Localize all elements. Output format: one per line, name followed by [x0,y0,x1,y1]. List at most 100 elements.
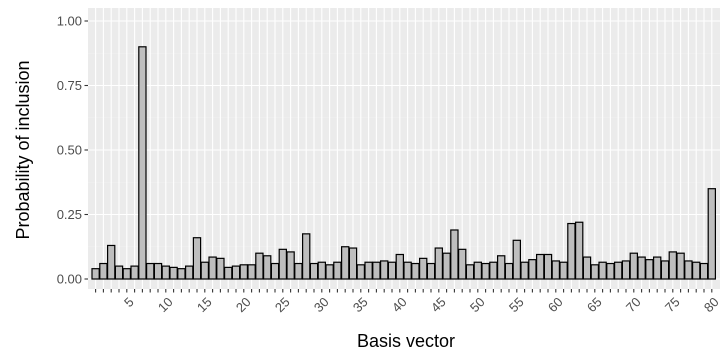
x-tick-label: 60 [545,294,566,315]
bar [239,264,248,280]
x-tick-label: 15 [194,294,215,315]
bar [403,261,412,280]
bar [106,244,116,280]
bar [380,260,389,280]
bar [504,262,514,280]
bar [450,229,459,280]
bar [146,262,155,280]
bar [208,256,217,280]
bar [192,237,202,280]
bar [645,259,654,280]
bar [528,259,537,280]
bar [465,264,475,280]
bar [278,248,288,280]
x-tick-label: 40 [389,294,410,315]
bar [637,256,646,280]
bar [497,255,506,280]
bar [372,261,381,280]
y-axis-title: Probability of inclusion [13,60,33,239]
y-axis: 0.00 0.25 0.50 0.75 1.00 [57,14,88,287]
bar [317,261,327,280]
bar [707,188,717,280]
bar [691,261,701,280]
bar [458,248,467,280]
bar [668,251,678,280]
bar [224,266,233,280]
x-tick-label: 75 [662,294,683,315]
bar [153,262,163,280]
bar [122,268,131,280]
x-tick-label: 80 [701,294,720,315]
bar [411,262,420,280]
bar [434,247,444,280]
x-tick-label: 50 [467,294,488,315]
x-tick-label: 35 [350,294,371,315]
x-tick-label: 20 [233,294,254,315]
bar [216,257,225,280]
bar [302,233,311,280]
y-tick-label: 1.00 [57,14,82,29]
x-tick-label: 10 [155,294,176,315]
bar [270,262,280,280]
bar [263,255,272,280]
x-tick-label: 30 [311,294,332,315]
bar [231,265,241,280]
bar [309,262,319,280]
bar [660,260,670,280]
bar [699,262,709,280]
bar [582,256,592,280]
bar [551,260,561,280]
bar [567,222,576,280]
bar [114,265,124,280]
bar [99,262,108,280]
bar [535,253,545,280]
bar [294,262,303,280]
bar [598,261,607,280]
bar [333,261,342,280]
x-axis: 5 10 15 20 25 30 35 40 45 50 55 60 65 70 75 80 [95,289,720,315]
bar [652,256,662,280]
bar [161,265,170,280]
x-tick-label: 5 [121,294,137,310]
bar [489,261,498,280]
y-tick-label: 0.75 [57,78,82,93]
bar [247,264,256,280]
bar [473,261,483,280]
bar [255,252,264,280]
bar-series [91,46,717,280]
bar [590,264,600,280]
bar [684,260,693,280]
bar [286,251,295,280]
bar [520,261,529,280]
bar [200,261,209,280]
bar [387,261,397,280]
bar [629,252,639,280]
x-tick-label: 45 [428,294,449,315]
bar [512,239,522,280]
bar [559,261,568,280]
bar [426,262,436,280]
x-axis-title: Basis vector [357,331,455,351]
major-gridlines [88,8,720,289]
y-tick-label: 0.25 [57,207,82,222]
bar [364,261,373,280]
bar [169,266,178,280]
bar [185,265,194,280]
bar [574,221,584,280]
bar [395,253,405,280]
bar [543,253,553,280]
bar [177,268,186,280]
bar [442,252,451,280]
bar [130,265,139,280]
bar [341,246,350,280]
bar [613,261,623,280]
y-tick-label: 0.00 [57,272,82,287]
x-tick-label: 65 [584,294,605,315]
bar [419,257,428,280]
bar [621,260,631,280]
x-tick-label: 25 [272,294,293,315]
x-tick-label: 55 [506,294,527,315]
bar [606,262,615,280]
bar [348,247,358,280]
